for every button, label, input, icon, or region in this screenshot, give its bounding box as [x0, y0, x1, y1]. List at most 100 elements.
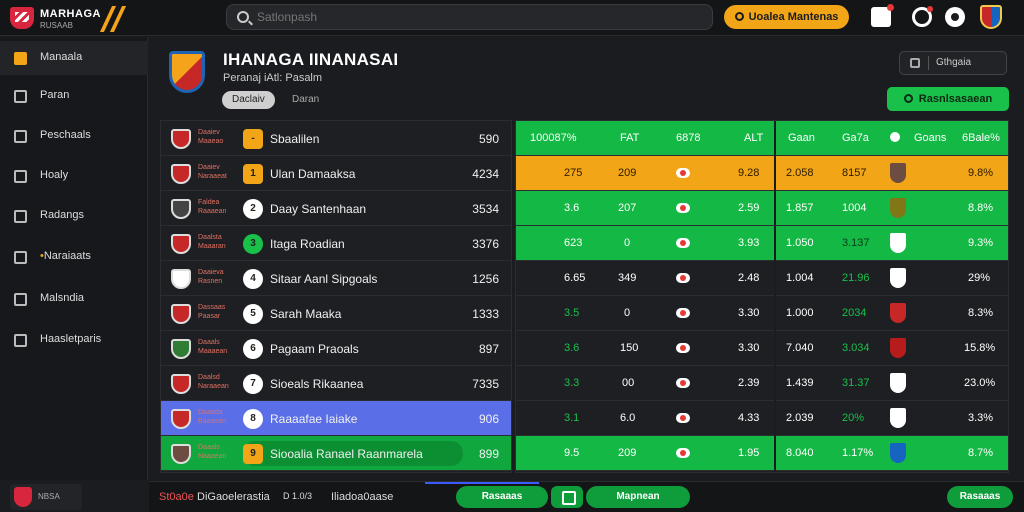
stat-value: 3.6 — [564, 342, 580, 354]
team-abbr: Daaada Baaaean — [198, 409, 227, 425]
sidebar-item-trophy[interactable]: Peschaals — [0, 119, 148, 153]
form-dot-icon — [676, 168, 690, 178]
footer-bar: St0a0e DiGaoelerastia D 1.0/3 Iliadoa0aa… — [149, 481, 1024, 512]
sidebar-item-home[interactable]: Manaala — [0, 41, 148, 75]
form-dot-icon — [676, 343, 690, 353]
tab-details[interactable]: Daran — [292, 94, 320, 105]
team-name: Ulan Damaaksa — [270, 167, 356, 181]
stats-row[interactable]: 3.6 150 3.30 7.040 3.034 15.8% — [516, 331, 1008, 366]
stat-value: 3.1 — [564, 412, 580, 424]
club-crest-icon — [890, 303, 906, 323]
column-divider — [774, 121, 776, 472]
trophy-icon — [14, 130, 27, 143]
avatar[interactable] — [980, 5, 1002, 29]
action-button[interactable]: Rasnlsasaean — [887, 87, 1009, 111]
points-value: 906 — [478, 412, 499, 426]
home-icon — [14, 52, 27, 65]
stat-value: 2.59 — [738, 202, 760, 214]
stats-row[interactable]: 275 209 9.28 2.058 8157 9.8% — [516, 156, 1008, 191]
team-abbr: Faldea Raaaean — [198, 199, 227, 215]
table-row[interactable]: Daaiev Naraaeat 1 Ulan Damaaksa 4234 — [161, 156, 511, 191]
top-cta-button[interactable]: Uoalea Mantenas — [724, 5, 849, 29]
stat-value: 23.0% — [964, 377, 996, 389]
sidebar-item-stats[interactable]: Paran — [0, 79, 148, 113]
stats-row[interactable]: 3.6 207 2.59 1.857 1004 8.8% — [516, 191, 1008, 226]
stat-value: 1.000 — [786, 307, 814, 319]
sidebar-item-users[interactable]: Naraiaats — [0, 240, 148, 274]
tab-overview[interactable]: Daclaiv — [222, 91, 275, 109]
app-logo[interactable]: MARHAGA RUSAAB — [8, 4, 128, 32]
stat-value: 15.8% — [964, 342, 996, 354]
table-row[interactable]: Daaieva Rasnen 4 Sitaar Aanl Sipgoals 1256 — [161, 261, 511, 296]
action-button-label: Rasnlsasaean — [918, 93, 993, 105]
stat-value: 7.040 — [786, 342, 814, 354]
grid-icon — [910, 58, 920, 68]
table-row-highlighted[interactable]: Daaals Naaaean 9 Siooalia Ranael Raanmarel… — [161, 436, 511, 471]
table-row[interactable]: Daaals Maaaean 6 Pagaam Praoals 897 — [161, 331, 511, 366]
stat-value: 2034 — [842, 307, 867, 319]
footer-page: D 1.0/3 — [283, 491, 313, 501]
column-header: Goans — [914, 132, 947, 144]
sidebar-item-label: Naraiaats — [40, 250, 91, 262]
team-name: Siooalia Ranael Raanmarela — [270, 447, 423, 461]
filter-button[interactable]: Gthgaia — [899, 51, 1007, 75]
club-crest-icon — [171, 164, 191, 184]
page-title: IHANAGA IINANASAI — [223, 50, 399, 69]
footer-button[interactable]: Rasaaas — [947, 486, 1013, 508]
stats-row[interactable]: 623 0 3.93 1.050 3.137 9.3% — [516, 226, 1008, 261]
logo-subtitle: RUSAAB — [40, 21, 73, 30]
sidebar-item-search[interactable]: Hoaly — [0, 159, 148, 193]
message-icon[interactable] — [871, 4, 894, 27]
stats-row[interactable]: 3.3 00 2.39 1.439 31.37 23.0% — [516, 366, 1008, 401]
stats-row[interactable]: 3.1 6.0 4.33 2.039 20% 3.3% — [516, 401, 1008, 436]
form-dot-icon — [676, 203, 690, 213]
sidebar-footer-badge[interactable]: NBSA — [10, 484, 82, 510]
footer-button[interactable]: Rasaaas — [456, 486, 548, 508]
team-abbr: Daaiev Maaeao — [198, 129, 224, 145]
search-icon — [237, 11, 249, 23]
table-row-selected[interactable]: Daaada Baaaean 8 Raaaafae Iaiake 906 — [161, 401, 511, 436]
club-crest-icon — [171, 199, 191, 219]
stat-value: 1.439 — [786, 377, 814, 389]
stat-value: 3.30 — [738, 342, 760, 354]
stat-value: 209 — [618, 167, 637, 179]
table-row[interactable]: Dassaas Paasar 5 Sarah Maaka 1333 — [161, 296, 511, 331]
team-name: Raaaafae Iaiake — [270, 412, 358, 426]
position-badge: 3 — [243, 234, 263, 254]
table-row[interactable]: Daalsta Maaaran 3 Itaga Roadian 3376 — [161, 226, 511, 261]
search-bar[interactable] — [226, 4, 713, 30]
stats-row[interactable]: 3.5 0 3.30 1.000 2034 8.3% — [516, 296, 1008, 331]
club-crest-icon — [171, 339, 191, 359]
footer-button[interactable]: Mapnean — [586, 486, 690, 508]
stat-value: 1.050 — [786, 237, 814, 249]
table-row[interactable]: Daalsd Naraaean 7 Sioeals Rikaanea 7335 — [161, 366, 511, 401]
position-badge: 7 — [243, 374, 263, 394]
points-value: 3376 — [472, 237, 499, 251]
notification-icon[interactable] — [912, 6, 933, 27]
team-name: Pagaam Praoals — [270, 342, 359, 356]
form-dot-icon — [676, 273, 690, 283]
highlight-pill — [243, 441, 463, 466]
table-row[interactable]: Faldea Raaaean 2 Daay Santenhaan 3534 — [161, 191, 511, 226]
team-abbr: Daaiev Naraaeat — [198, 164, 227, 180]
stats-row[interactable]: 9.5 209 1.95 8.040 1.17% 8.7% — [516, 436, 1008, 471]
stat-value: 3.93 — [738, 237, 760, 249]
footer-icon-button[interactable] — [551, 486, 583, 508]
sidebar-item-list[interactable]: Radangs — [0, 199, 148, 233]
stat-value: 1004 — [842, 202, 867, 214]
footer-label: Iliadoa0aase — [331, 491, 394, 503]
sidebar-item-label: Manaala — [40, 51, 83, 63]
club-crest-icon — [890, 408, 906, 428]
sidebar-item-label: Hoaly — [40, 169, 69, 181]
sidebar-item-calendar[interactable]: Malsndia — [0, 282, 148, 316]
column-header — [890, 132, 900, 144]
search-input[interactable] — [257, 8, 697, 26]
ball-icon[interactable] — [945, 7, 965, 27]
sidebar-item-settings[interactable]: Haasletparis — [0, 323, 148, 357]
club-crest-icon — [171, 374, 191, 394]
stats-row[interactable]: 6.65 349 2.48 1.004 21.96 29% — [516, 261, 1008, 296]
page-subtitle: Peranaj iAtl: Pasalm — [223, 72, 323, 84]
stat-value: 8.8% — [968, 202, 994, 214]
settings-icon — [14, 334, 27, 347]
team-abbr: Dassaas Paasar — [198, 304, 226, 320]
